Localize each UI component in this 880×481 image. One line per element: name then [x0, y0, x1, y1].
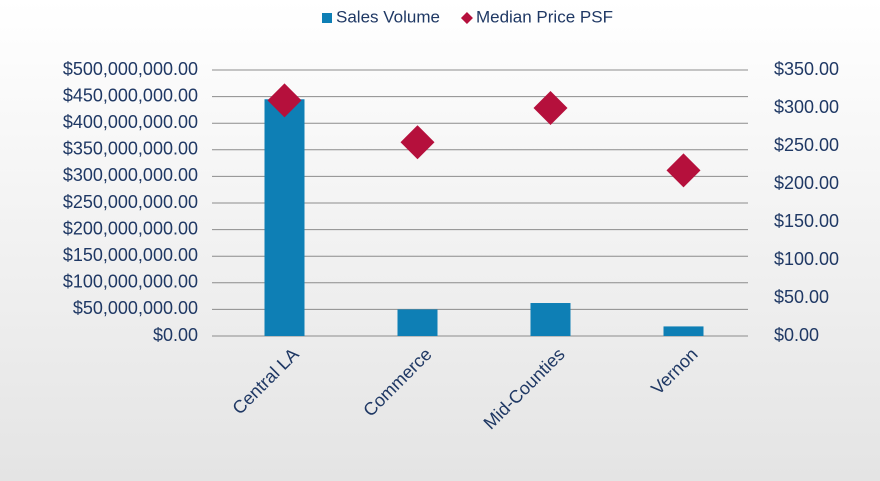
y-tick-label: $300,000,000.00	[63, 165, 198, 185]
marker	[400, 125, 435, 160]
y2-tick-label: $50.00	[774, 287, 829, 307]
y2-tick-label: $350.00	[774, 59, 839, 79]
legend-label: Sales Volume	[336, 7, 440, 26]
y-tick-label: $150,000,000.00	[63, 245, 198, 265]
bar	[264, 99, 305, 336]
y-tick-label: $350,000,000.00	[63, 139, 198, 159]
y-tick-label: $50,000,000.00	[73, 298, 198, 318]
y-tick-label: $0.00	[153, 325, 198, 345]
y-tick-label: $100,000,000.00	[63, 272, 198, 292]
y-tick-label: $500,000,000.00	[63, 59, 198, 79]
legend-label: Median Price PSF	[476, 7, 613, 26]
y2-tick-label: $100.00	[774, 249, 839, 269]
bar	[530, 303, 571, 336]
y2-tick-label: $0.00	[774, 325, 819, 345]
y-tick-label: $450,000,000.00	[63, 85, 198, 105]
marker	[666, 153, 701, 188]
y-tick-label: $200,000,000.00	[63, 218, 198, 238]
bar	[397, 309, 438, 336]
marker	[267, 83, 302, 118]
legend-marker	[460, 12, 473, 24]
marker	[533, 91, 568, 125]
y2-tick-label: $250.00	[774, 135, 839, 155]
legend-marker	[322, 13, 332, 23]
y2-tick-label: $300.00	[774, 97, 839, 117]
bar	[663, 326, 704, 336]
y2-tick-label: $150.00	[774, 211, 839, 231]
y2-tick-label: $200.00	[774, 173, 839, 193]
y-tick-label: $400,000,000.00	[63, 112, 198, 132]
y-tick-label: $250,000,000.00	[63, 192, 198, 212]
